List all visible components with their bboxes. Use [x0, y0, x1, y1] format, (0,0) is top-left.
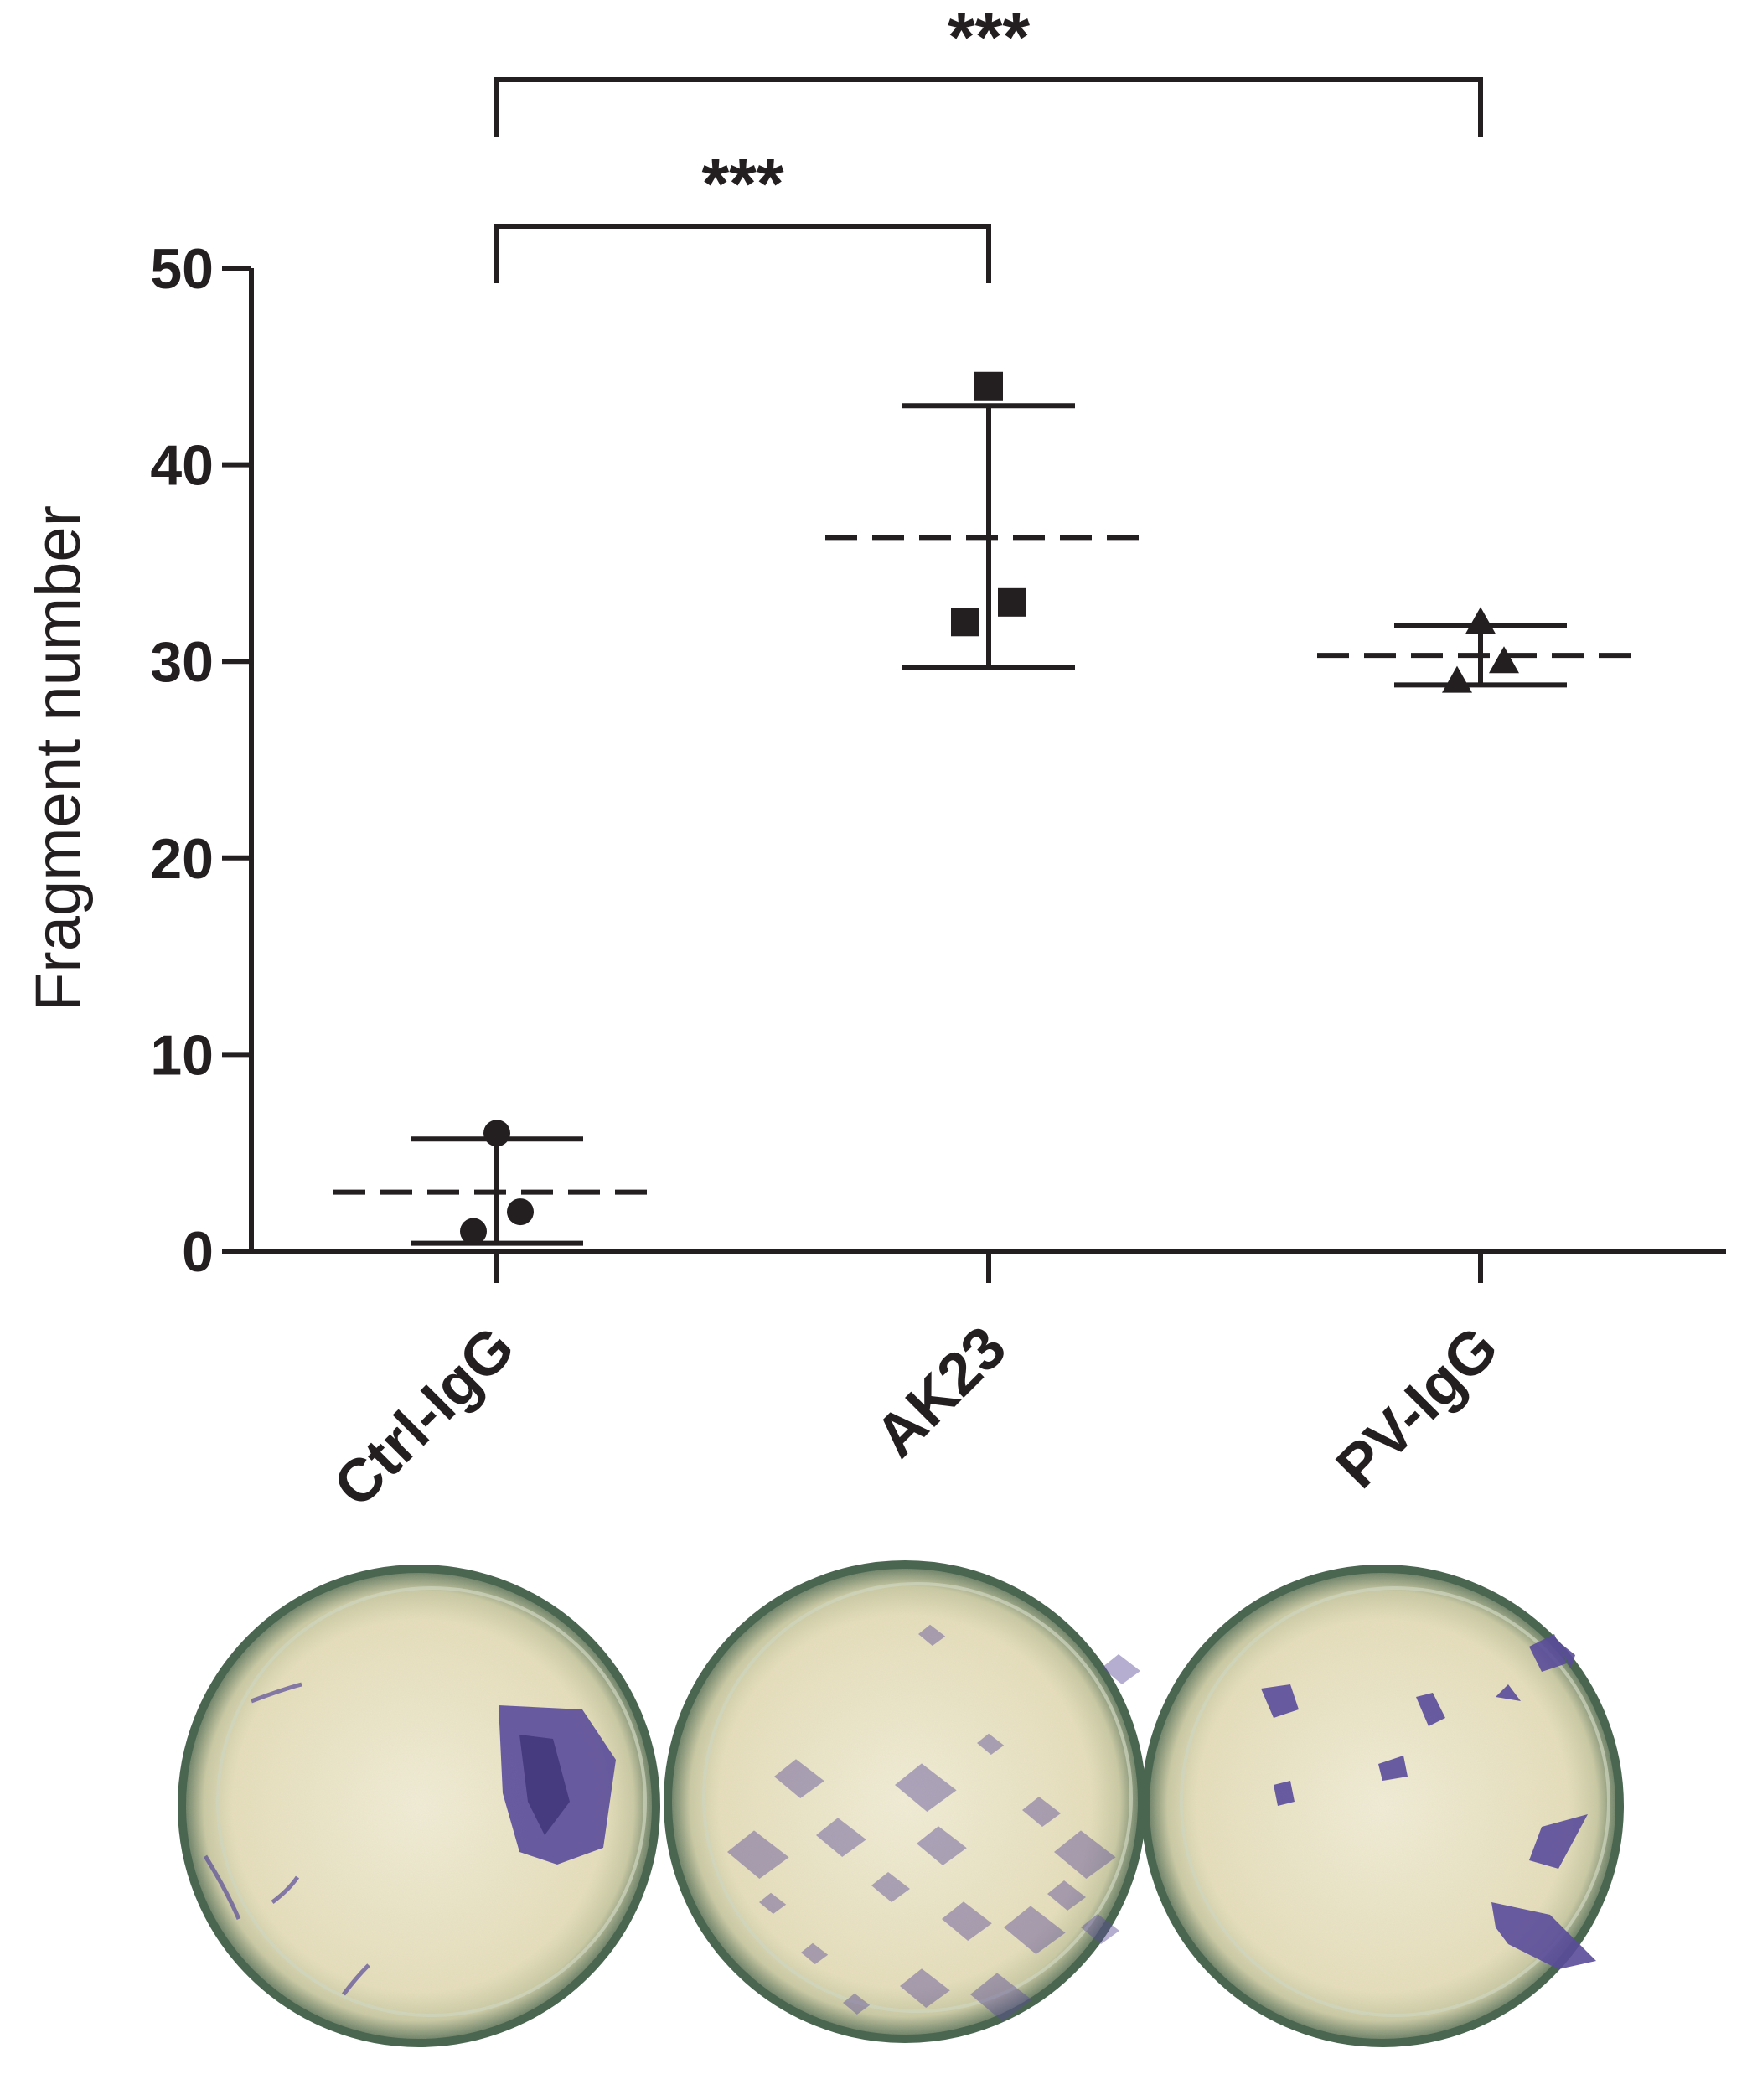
data-point-Ctrl-IgG-2 — [460, 1218, 487, 1245]
data-point-PV-IgG-3 — [1489, 646, 1519, 674]
y-tick-label-10: 10 — [150, 1023, 214, 1087]
fragment-8 — [1491, 1902, 1596, 1969]
dish-inner-ring — [1180, 1586, 1610, 2017]
fragment-4 — [1378, 1756, 1408, 1781]
small-fragment-17 — [843, 1993, 871, 2015]
dish-image-Ctrl-IgG — [178, 1565, 660, 2047]
x-category-label-AK23: AK23 — [863, 1314, 1020, 1471]
thin-fragment-1 — [251, 1682, 302, 1704]
small-fragment-5 — [977, 1733, 1005, 1755]
axes — [222, 268, 1726, 1254]
significance-brackets: *** *** — [494, 0, 1483, 283]
small-fragment-3 — [774, 1759, 824, 1798]
dish-images — [178, 1560, 1624, 2047]
small-fragment-13 — [801, 1942, 829, 1964]
dish-rim — [1141, 1565, 1624, 2047]
small-fragment-6 — [1022, 1797, 1061, 1827]
y-tick-label-50: 50 — [150, 237, 214, 301]
dish-image-PV-IgG — [1141, 1565, 1624, 2047]
small-fragment-18 — [1047, 1880, 1086, 1911]
small-fragment-15 — [900, 1968, 950, 2008]
y-ticks: 0 10 20 30 40 50 — [150, 237, 251, 1284]
x-category-label-Ctrl-IgG: Ctrl-IgG — [321, 1314, 527, 1520]
data-point-PV-IgG-1 — [1465, 607, 1496, 634]
small-fragment-20 — [727, 1830, 789, 1879]
data-point-Ctrl-IgG-1 — [483, 1120, 510, 1147]
dish-rim — [178, 1565, 660, 2047]
y-tick-label-40: 40 — [150, 434, 214, 498]
significance-label-Ctrl-IgG-PV-IgG: *** — [948, 0, 1030, 76]
data-points — [460, 371, 1519, 1245]
large-fragment-core — [519, 1735, 570, 1835]
thin-fragment-4 — [342, 1963, 370, 1996]
fragment-2 — [1261, 1684, 1299, 1718]
dish-texture — [184, 1571, 654, 2041]
dish-image-AK23 — [664, 1560, 1146, 2043]
x-categories: Ctrl-IgG AK23 PV-IgG — [321, 1251, 1511, 1520]
fragment-1 — [1416, 1693, 1445, 1726]
small-fragment-12 — [1004, 1906, 1066, 1954]
data-point-AK23-3 — [998, 587, 1026, 617]
x-category-label-PV-IgG: PV-IgG — [1324, 1314, 1511, 1501]
fragment-7 — [1529, 1814, 1588, 1869]
small-fragment-19 — [917, 1826, 967, 1865]
dish-inner-ring — [216, 1586, 647, 2017]
y-tick-label-0: 0 — [182, 1220, 214, 1284]
small-fragment-7 — [816, 1818, 866, 1857]
small-fragment-11 — [942, 1901, 992, 1941]
small-fragment-2 — [1102, 1654, 1140, 1684]
dish-inner-ring — [702, 1582, 1133, 2013]
data-point-AK23-1 — [974, 371, 1003, 401]
fragment-6 — [1496, 1684, 1521, 1701]
data-point-Ctrl-IgG-3 — [507, 1198, 534, 1226]
fragment-5 — [1274, 1781, 1295, 1806]
small-fragment-1 — [918, 1624, 946, 1646]
y-tick-label-30: 30 — [150, 630, 214, 694]
thin-fragment-2 — [203, 1854, 241, 1920]
data-point-PV-IgG-2 — [1442, 665, 1472, 693]
small-fragment-16 — [970, 1973, 1032, 2021]
summary-statistics — [333, 403, 1644, 1246]
small-fragment-14 — [1081, 1914, 1119, 1944]
significance-label-Ctrl-IgG-AK23: *** — [701, 144, 783, 223]
small-fragment-8 — [1054, 1830, 1116, 1879]
significance-bracket-Ctrl-IgG-PV-IgG — [494, 77, 1483, 137]
small-fragment-9 — [759, 1892, 787, 1914]
significance-bracket-Ctrl-IgG-AK23 — [494, 224, 991, 283]
small-fragment-10 — [871, 1872, 910, 1902]
y-tick-label-20: 20 — [150, 827, 214, 891]
thin-fragment-3 — [271, 1875, 300, 1904]
small-fragment-4 — [895, 1763, 957, 1812]
fragment-9 — [1529, 1634, 1567, 1672]
fragment-3 — [1554, 1638, 1575, 1668]
y-axis-label: Fragment number — [23, 505, 94, 1011]
dish-texture — [670, 1567, 1140, 2036]
data-point-AK23-2 — [951, 608, 979, 637]
